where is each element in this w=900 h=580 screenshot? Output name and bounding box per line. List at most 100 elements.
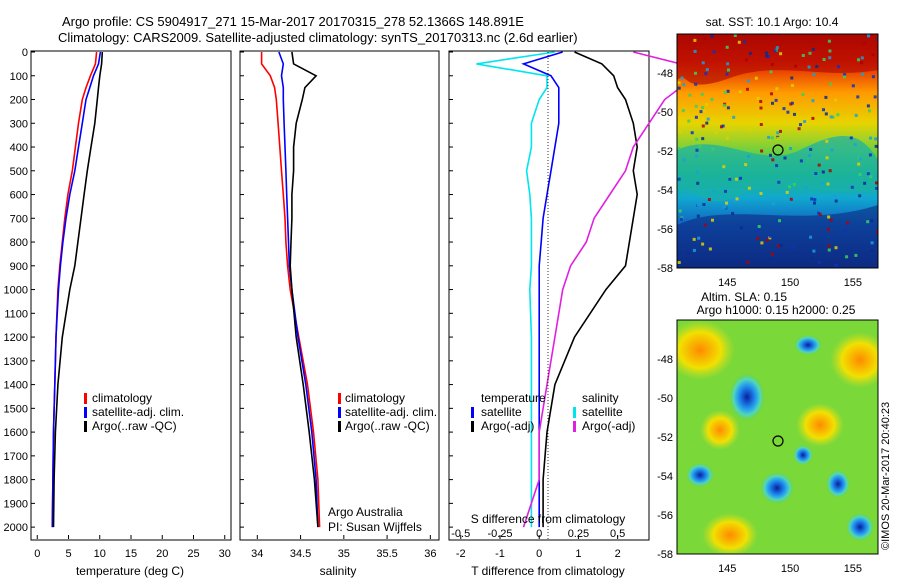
map-y-tick-label: -58	[657, 263, 673, 275]
series-line-salinity-argo-adj-	[522, 51, 698, 528]
sst-pixel	[845, 255, 849, 259]
difference-panel	[448, 50, 650, 541]
sst-pixel	[727, 68, 730, 72]
sst-pixel	[834, 199, 838, 203]
sst-pixel	[771, 252, 774, 256]
sst-pixel	[701, 106, 704, 110]
salinity-panel	[239, 50, 440, 541]
sst-pixel	[874, 137, 878, 141]
sla-low-eddy	[729, 373, 765, 421]
sst-pixel	[723, 205, 727, 209]
annotation-argo-australia: Argo Australia	[328, 505, 403, 519]
sst-pixel	[775, 46, 779, 50]
sst-pixel	[710, 34, 714, 38]
sst-pixel	[760, 149, 764, 153]
sst-pixel	[692, 248, 696, 252]
sst-pixel	[866, 220, 870, 224]
sst-pixel	[834, 246, 838, 250]
y-tick-label: 1700	[4, 451, 28, 463]
sst-pixel	[765, 51, 769, 55]
sst-pixel	[731, 211, 735, 215]
sst-pixel	[853, 143, 857, 147]
sst-pixel	[846, 221, 849, 225]
sst-pixel	[744, 163, 748, 167]
y-tick-label: 900	[10, 261, 28, 273]
x-tick-label: 35	[338, 548, 350, 560]
sst-pixel	[693, 49, 697, 53]
sst-pixel	[861, 72, 865, 76]
sst-pixel	[851, 84, 855, 88]
series-line-temperature-satellite	[521, 51, 563, 528]
sst-pixel	[776, 136, 780, 140]
sst-pixel	[771, 101, 774, 105]
sst-pixel	[825, 156, 829, 160]
sst-pixel	[759, 192, 763, 195]
map-x-tick-label: 145	[718, 277, 736, 289]
sst-pixel	[770, 136, 774, 140]
sst-pixel	[868, 109, 871, 113]
sst-pixel	[773, 49, 777, 53]
sst-pixel	[760, 241, 764, 245]
y-tick-label: 1000	[4, 285, 28, 297]
sst-pixel	[843, 75, 846, 79]
sla-low-eddy	[826, 470, 850, 498]
sst-pixel	[726, 106, 730, 110]
map-y-tick-label: -58	[657, 549, 673, 561]
sst-pixel	[743, 40, 747, 44]
annotation-pi: PI: Susan Wijffels	[328, 520, 422, 534]
sst-pixel	[714, 131, 718, 135]
sst-pixel	[722, 165, 726, 169]
sst-pixel	[829, 218, 833, 222]
sst-pixel	[836, 113, 840, 117]
x2-tick-label: 0	[536, 528, 542, 540]
x-tick-label: 0	[34, 548, 40, 560]
legend-label-satellite: satellite-adj. clim.	[92, 405, 184, 419]
map-y-tick-label: -52	[657, 432, 673, 444]
sst-pixel	[737, 40, 741, 44]
sst-pixel	[681, 109, 685, 113]
sst-pixel	[707, 198, 711, 201]
salinity-legend: climatology satellite-adj. clim. Argo(..…	[338, 391, 437, 433]
y-tick-label: 1600	[4, 427, 28, 439]
legend-swatch-sal-satellite	[573, 407, 576, 418]
legend-swatch-climatology	[338, 393, 341, 404]
temperature-xlabel: temperature (deg C)	[76, 564, 184, 578]
sst-pixel	[812, 249, 816, 253]
sst-pixel	[756, 96, 760, 100]
sst-pixel	[712, 50, 716, 54]
sst-pixel	[776, 244, 780, 248]
sst-pixel	[812, 73, 816, 77]
sst-pixel	[789, 197, 793, 201]
sst-pixel	[725, 201, 728, 205]
sst-pixel	[809, 235, 813, 239]
x2-tick-label: -0.25	[487, 528, 512, 540]
sst-pixel	[726, 89, 730, 93]
sst-argo-marker	[772, 144, 784, 156]
legend-swatch-sal-argo	[573, 421, 576, 432]
y-tick-label: 1100	[4, 308, 28, 320]
sst-pixel	[764, 121, 768, 125]
sst-pixel	[837, 65, 840, 69]
sst-pixel	[720, 125, 723, 129]
map-y-tick-label: -50	[657, 393, 673, 405]
sst-pixel	[695, 148, 699, 152]
legend-label-sal-argo: Argo(-adj)	[582, 419, 635, 433]
sst-pixel	[739, 176, 742, 180]
sst-pixel	[876, 37, 878, 41]
sst-pixel	[785, 190, 789, 194]
sst-pixel	[704, 72, 708, 76]
sst-pixel	[790, 76, 794, 80]
x-tick-label: 36	[424, 548, 436, 560]
sst-pixel	[680, 76, 684, 80]
sst-pixel	[789, 102, 793, 106]
y-tick-label: 2000	[4, 522, 28, 534]
sst-pixel	[779, 52, 783, 56]
map-y-tick-label: -54	[657, 471, 673, 483]
sst-pixel	[733, 34, 737, 37]
sst-pixel	[701, 137, 705, 141]
sst-pixel	[759, 123, 763, 126]
sst-pixel	[793, 112, 796, 116]
sst-pixel	[869, 136, 873, 140]
sst-pixel	[779, 129, 782, 133]
sst-pixel	[790, 101, 794, 105]
